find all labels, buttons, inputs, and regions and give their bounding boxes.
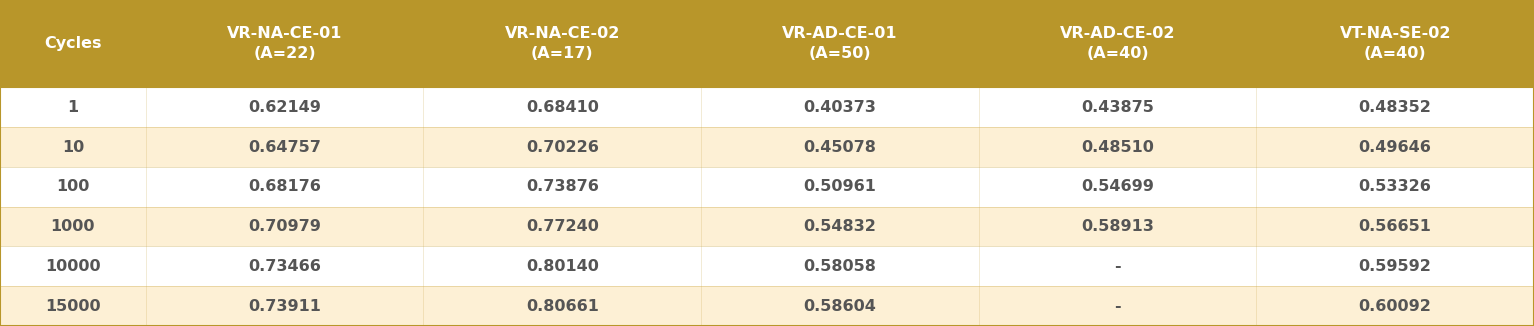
Text: 0.53326: 0.53326 bbox=[1359, 179, 1431, 194]
Text: 0.58604: 0.58604 bbox=[804, 299, 876, 314]
Text: -: - bbox=[1114, 259, 1121, 274]
Bar bbox=[0, 286, 1534, 326]
Bar bbox=[0, 207, 1534, 246]
Bar bbox=[0, 167, 1534, 207]
Text: 0.77240: 0.77240 bbox=[526, 219, 598, 234]
Text: 0.56651: 0.56651 bbox=[1359, 219, 1431, 234]
Text: 0.49646: 0.49646 bbox=[1359, 140, 1431, 155]
Text: 0.58058: 0.58058 bbox=[804, 259, 876, 274]
Text: 10000: 10000 bbox=[44, 259, 101, 274]
Text: 0.62149: 0.62149 bbox=[249, 100, 321, 115]
Text: 0.54699: 0.54699 bbox=[1081, 179, 1154, 194]
Text: VR-NA-CE-01
(A=22): VR-NA-CE-01 (A=22) bbox=[227, 26, 342, 61]
Text: VR-AD-CE-01
(A=50): VR-AD-CE-01 (A=50) bbox=[782, 26, 897, 61]
Text: 0.80140: 0.80140 bbox=[526, 259, 598, 274]
Text: -: - bbox=[1114, 299, 1121, 314]
Text: 0.58913: 0.58913 bbox=[1081, 219, 1154, 234]
Text: 0.64757: 0.64757 bbox=[249, 140, 321, 155]
Text: 100: 100 bbox=[57, 179, 89, 194]
Text: 0.73876: 0.73876 bbox=[526, 179, 598, 194]
Text: 0.48510: 0.48510 bbox=[1081, 140, 1154, 155]
Text: VR-NA-CE-02
(A=17): VR-NA-CE-02 (A=17) bbox=[505, 26, 620, 61]
Text: 0.70979: 0.70979 bbox=[249, 219, 321, 234]
Text: 0.60092: 0.60092 bbox=[1359, 299, 1431, 314]
Text: 0.54832: 0.54832 bbox=[804, 219, 876, 234]
Text: 0.40373: 0.40373 bbox=[804, 100, 876, 115]
Text: 0.80661: 0.80661 bbox=[526, 299, 598, 314]
Text: 0.73466: 0.73466 bbox=[249, 259, 321, 274]
Text: 1: 1 bbox=[67, 100, 78, 115]
Text: 15000: 15000 bbox=[44, 299, 101, 314]
Bar bbox=[0, 87, 1534, 127]
Text: 0.73911: 0.73911 bbox=[249, 299, 321, 314]
Text: 0.70226: 0.70226 bbox=[526, 140, 598, 155]
Text: 0.48352: 0.48352 bbox=[1359, 100, 1431, 115]
Text: Cycles: Cycles bbox=[44, 36, 101, 51]
Text: 0.45078: 0.45078 bbox=[804, 140, 876, 155]
Text: 0.43875: 0.43875 bbox=[1081, 100, 1154, 115]
Bar bbox=[0, 246, 1534, 286]
Text: 0.59592: 0.59592 bbox=[1359, 259, 1431, 274]
Text: VT-NA-SE-02
(A=40): VT-NA-SE-02 (A=40) bbox=[1339, 26, 1451, 61]
Text: 0.68176: 0.68176 bbox=[249, 179, 321, 194]
Text: 0.50961: 0.50961 bbox=[804, 179, 876, 194]
Text: 10: 10 bbox=[61, 140, 84, 155]
Bar bbox=[0, 127, 1534, 167]
Bar bbox=[0, 0, 1534, 87]
Text: 1000: 1000 bbox=[51, 219, 95, 234]
Text: 0.68410: 0.68410 bbox=[526, 100, 598, 115]
Text: VR-AD-CE-02
(A=40): VR-AD-CE-02 (A=40) bbox=[1060, 26, 1175, 61]
